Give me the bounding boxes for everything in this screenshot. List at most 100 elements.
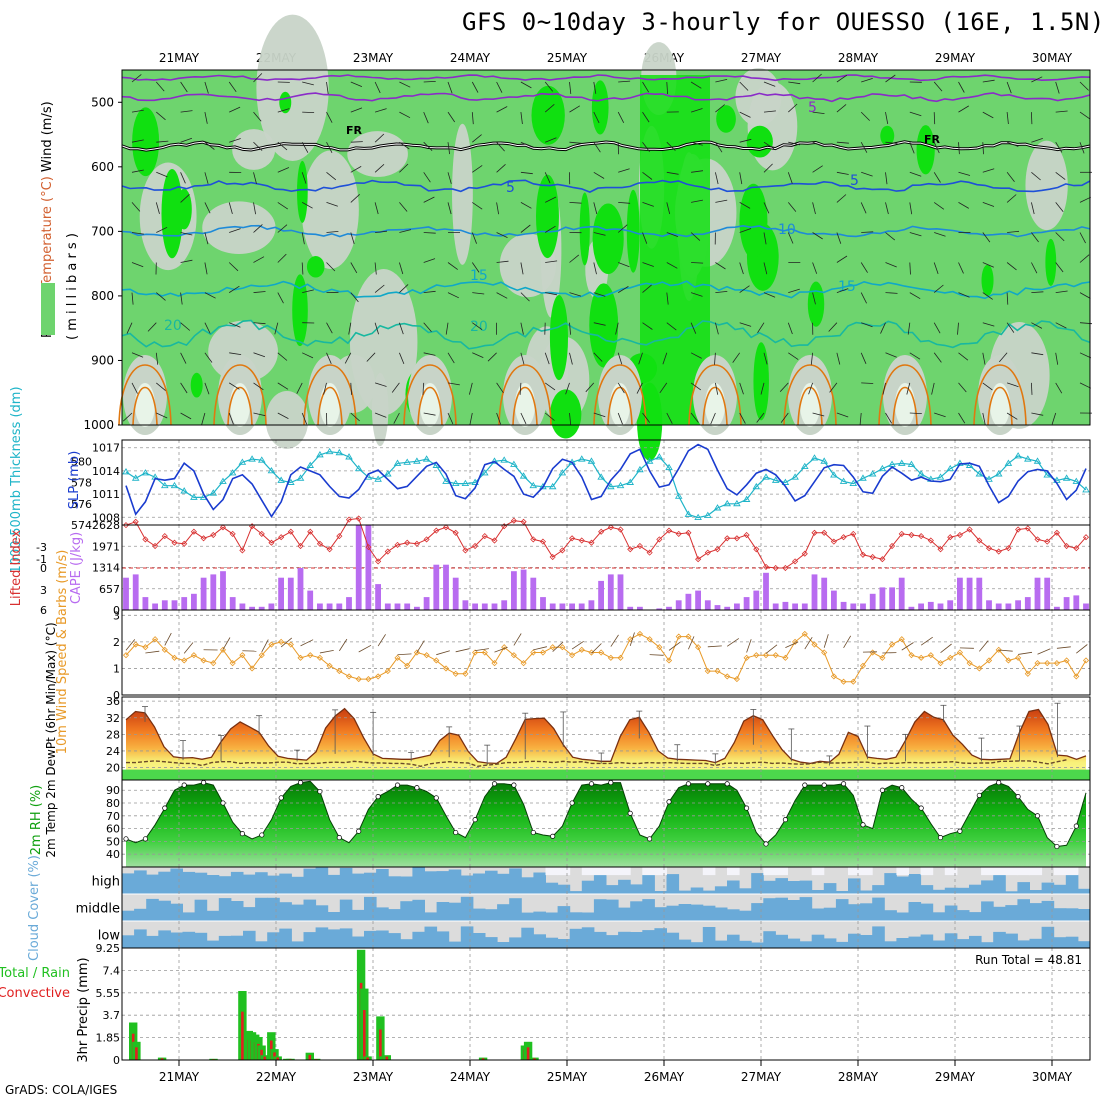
wind-barb [147, 322, 157, 332]
precip-conv-bar [481, 1058, 485, 1060]
wind-barb [472, 165, 483, 173]
wind-barb [204, 202, 211, 214]
cloud-clear-cell [811, 867, 825, 876]
wind-barb [253, 224, 263, 233]
rh2m-point [201, 780, 207, 786]
wind-barb [520, 81, 532, 89]
rh-low-pale [895, 383, 915, 427]
wind-barb [122, 412, 133, 422]
cloud-cell [969, 884, 982, 894]
rh2m-point [569, 800, 575, 806]
wind-barb [423, 141, 433, 151]
wind-barb [399, 229, 412, 233]
li-point [316, 540, 324, 547]
slp-tick-label: 1014 [92, 465, 120, 478]
thickness-point [131, 474, 140, 481]
cloud-cell [884, 941, 897, 948]
wind-barb [350, 81, 363, 87]
cape-bar [287, 577, 294, 610]
thickness-point [296, 474, 305, 481]
rh-moist-patch [535, 174, 559, 259]
cloud-cell [654, 907, 667, 921]
wind-barb [374, 322, 379, 335]
wind-barb [569, 322, 571, 335]
surface-wind-barb [416, 640, 425, 653]
wind-barb [156, 111, 166, 121]
cloud-cell [557, 939, 571, 948]
cloud-cell [654, 928, 667, 948]
precip-tick-label: 9.25 [96, 942, 121, 955]
rh2m-point [744, 805, 750, 811]
li-point [278, 534, 285, 541]
precip-tick-label: 1.85 [96, 1032, 121, 1045]
li-point [307, 528, 314, 535]
cloud-cell [206, 875, 220, 894]
temp-contour-25 [783, 364, 837, 426]
wind-speed-point [161, 646, 168, 653]
cape-bar [850, 603, 857, 610]
wind-barb [861, 171, 873, 177]
temp-contour-25 [973, 364, 1027, 426]
thickness-point [306, 461, 315, 468]
rh-low-pale [135, 383, 155, 427]
cape-bar [433, 564, 440, 610]
wind-barb [569, 105, 581, 113]
cape-bar [860, 603, 866, 610]
li-point [811, 529, 818, 536]
wind-barb [569, 81, 572, 94]
thickness-point [141, 469, 150, 476]
cloud-cell [364, 872, 377, 894]
rh-dry-patch [349, 269, 418, 416]
cloud-cell [1005, 905, 1018, 921]
wind-barb [253, 256, 265, 263]
y-tick-label: 500 [91, 95, 114, 109]
rh2m-point [356, 828, 362, 834]
cloud-cell [1029, 938, 1043, 948]
li-point [685, 529, 692, 536]
temp-contour-25 [213, 364, 267, 426]
surface-wind-barb [183, 642, 194, 654]
cloud-level-label: low [98, 929, 121, 944]
wind-barb [350, 382, 352, 395]
wind-speed-point [1015, 654, 1022, 661]
cape-bar [704, 600, 711, 610]
cape-bar [811, 574, 818, 610]
wind-speed-point [336, 668, 343, 675]
precip-conv-bar [160, 1058, 164, 1060]
rh2m-point [666, 799, 672, 805]
rh2m-point [937, 835, 944, 841]
cloud-cell [642, 930, 655, 948]
wind-barb [447, 412, 454, 425]
li-point [239, 547, 246, 554]
thickness-point [413, 457, 421, 464]
cape-bar [423, 597, 430, 610]
li-point [326, 546, 333, 553]
wind-barb [447, 262, 458, 270]
wind-speed-point [190, 652, 197, 659]
wind-barb [739, 111, 751, 118]
cape-bar [142, 597, 149, 610]
wind-barb [690, 382, 702, 391]
wind-barb [885, 352, 897, 358]
wind-barb [906, 382, 911, 395]
wind-barb [204, 322, 211, 334]
cloud-cell [581, 927, 595, 948]
cape-bar [763, 572, 769, 610]
wind-barb [471, 112, 474, 125]
cloud-clear-cell [981, 867, 994, 876]
thickness-point [800, 462, 809, 470]
cloud-cell [1065, 936, 1079, 948]
cape-bar [889, 587, 895, 610]
wind-barb [326, 142, 333, 153]
surface-wind-barb [358, 644, 372, 653]
temp-base-band [122, 769, 1090, 780]
cloud-cell [218, 935, 232, 948]
precip-conv-bar [366, 1057, 369, 1060]
wind-barb [496, 106, 508, 113]
wind-barb [323, 382, 327, 395]
rh2m-point [181, 782, 187, 788]
cloud-cell [908, 874, 922, 894]
thickness-point [897, 459, 906, 466]
rh2m-point [123, 836, 129, 842]
li-point [665, 527, 673, 534]
